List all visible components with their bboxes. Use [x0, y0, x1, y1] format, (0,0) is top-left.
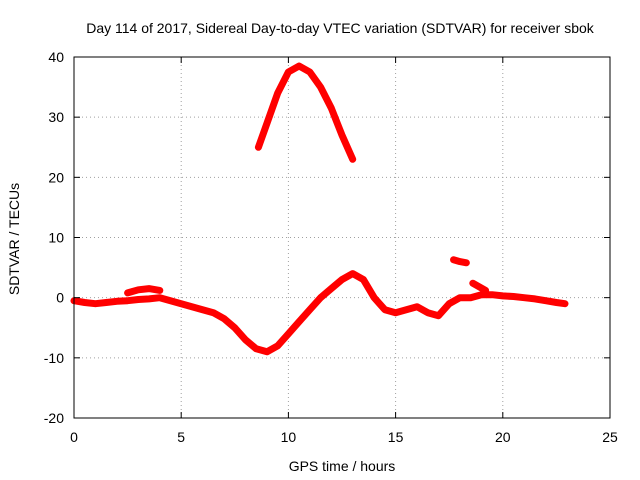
x-axis-label: GPS time / hours: [289, 458, 396, 474]
x-tick-label: 0: [70, 429, 78, 445]
y-tick-label: 10: [48, 230, 64, 246]
x-tick-label: 15: [388, 429, 404, 445]
y-tick-label: 40: [48, 49, 64, 65]
series-short-segment-2: [469, 279, 490, 294]
y-tick-label: 0: [56, 290, 64, 306]
x-tick-label: 10: [281, 429, 297, 445]
y-tick-label: -10: [44, 350, 64, 366]
series-short-segment-1: [450, 256, 470, 267]
chart-title: Day 114 of 2017, Sidereal Day-to-day VTE…: [86, 20, 595, 36]
series-upper-trace: [254, 62, 357, 163]
axis-ticks: 0 5 10 15 20 25 -20 -10 0 10 20 30 40: [44, 49, 618, 445]
y-tick-label: -20: [44, 410, 64, 426]
grid-lines: [74, 57, 610, 418]
y-axis-label: SDTVAR / TECUs: [6, 183, 22, 295]
x-tick-label: 20: [495, 429, 511, 445]
series-bump-trace: [124, 285, 164, 297]
x-tick-label: 5: [177, 429, 185, 445]
series-main-trace: [70, 270, 569, 356]
x-tick-label: 25: [602, 429, 618, 445]
y-tick-label: 20: [48, 169, 64, 185]
y-tick-label: 30: [48, 109, 64, 125]
data-series: [70, 62, 569, 356]
